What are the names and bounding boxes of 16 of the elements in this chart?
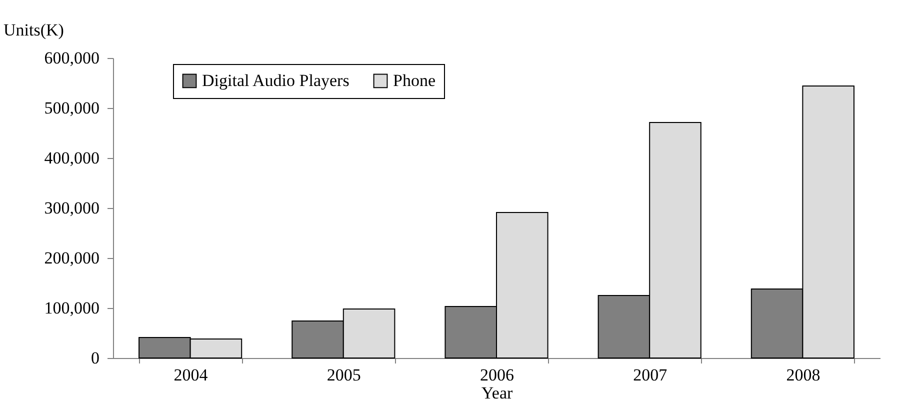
x-tick-label: 2007 [633, 366, 668, 384]
y-axis-title: Units(K) [4, 20, 64, 40]
legend-label: Digital Audio Players [202, 70, 350, 90]
x-axis-title: Year [481, 384, 513, 402]
y-tick-label: 400,000 [44, 148, 100, 168]
y-tick-label: 500,000 [44, 98, 100, 118]
x-tick-label: 2006 [480, 366, 514, 384]
x-tick-label: 2008 [786, 366, 820, 384]
y-tick-label: 200,000 [44, 248, 100, 268]
x-tick-label: 2005 [326, 366, 361, 384]
y-tick-label: 600,000 [44, 48, 100, 68]
legend-label: Phone [393, 70, 436, 90]
x-tick-label: 2004 [174, 366, 208, 384]
y-tick-label: 100,000 [44, 298, 100, 318]
y-tick-label: 0 [91, 348, 100, 368]
y-tick-label: 300,000 [44, 198, 100, 218]
